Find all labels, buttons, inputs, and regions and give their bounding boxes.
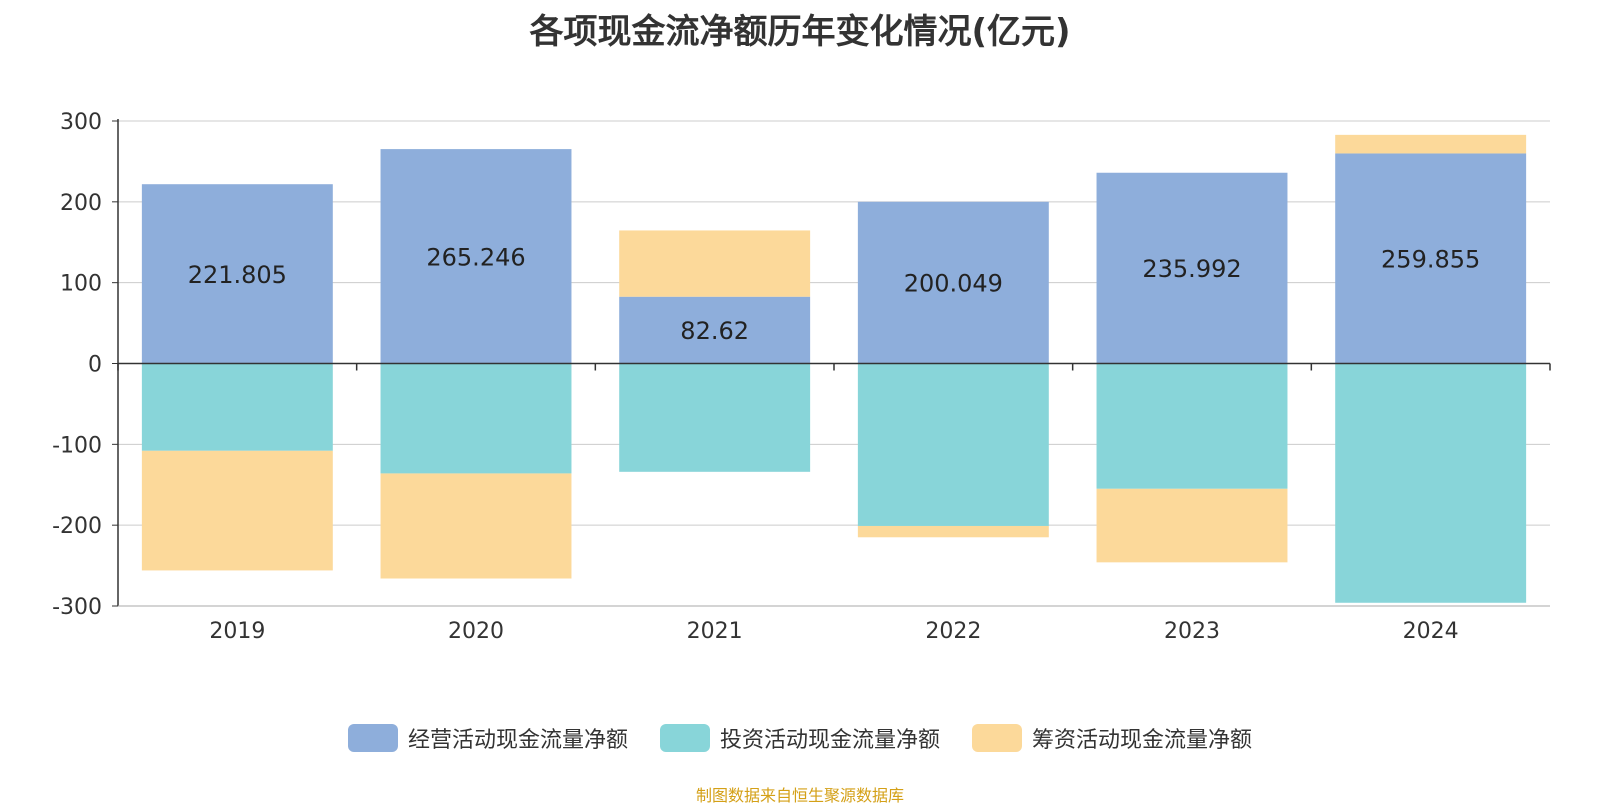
bar-2-2019	[141, 363, 333, 451]
bar-2-2024	[1335, 363, 1527, 603]
bar-3-2023	[1096, 488, 1288, 563]
y-tick-label: -100	[52, 433, 102, 458]
bar-1-2019	[141, 184, 333, 364]
y-tick-label: -300	[52, 595, 102, 620]
bar-3-2024	[1335, 134, 1527, 154]
bars	[141, 134, 1527, 603]
bar-value-label: 265.246	[426, 243, 525, 271]
bar-1-2021	[619, 296, 811, 364]
bar-1-2020	[380, 149, 572, 364]
bar-2-2020	[380, 363, 572, 474]
y-tick-label: 300	[60, 110, 102, 135]
legend-item-3[interactable]: 筹资活动现金流量净额	[972, 722, 1252, 754]
bar-3-2020	[380, 473, 572, 579]
bar-1-2023	[1096, 172, 1288, 364]
y-tick-label: -200	[52, 514, 102, 539]
x-tick-label: 2021	[687, 619, 743, 644]
bar-3-2019	[141, 450, 333, 571]
legend-swatch	[347, 724, 398, 752]
bar-3-2021	[619, 230, 811, 297]
y-tick-label: 100	[60, 272, 102, 297]
legend-label: 筹资活动现金流量净额	[1032, 728, 1253, 753]
x-tick-label: 2023	[1164, 619, 1220, 644]
bar-value-label: 259.855	[1381, 245, 1480, 273]
bar-2-2023	[1096, 363, 1288, 489]
x-tick-label: 2024	[1403, 619, 1459, 644]
bar-1-2024	[1335, 153, 1527, 364]
x-tick-label: 2019	[209, 619, 265, 644]
legend: 经营活动现金流量净额 投资活动现金流量净额 筹资活动现金流量净额	[0, 722, 1600, 754]
axes: 300 200 100 0 -100 -200 -300 2019 2020 2021 2022 20…	[52, 110, 1551, 644]
source-note: 制图数据来自恒生聚源数据库	[695, 786, 904, 805]
legend-label: 经营活动现金流量净额	[407, 728, 628, 753]
x-tick-label: 2022	[925, 619, 981, 644]
bar-value-label: 221.805	[188, 261, 287, 289]
legend-swatch	[659, 724, 710, 752]
bar-2-2022	[857, 363, 1049, 526]
y-tick-label: 200	[60, 191, 102, 216]
bar-value-label: 82.62	[680, 317, 749, 345]
chart-title: 各项现金流净额历年变化情况(亿元)	[529, 12, 1071, 52]
legend-label: 投资活动现金流量净额	[719, 728, 940, 753]
y-tick-label: 0	[88, 353, 102, 378]
bar-1-2022	[857, 201, 1049, 364]
bar-value-label: 235.992	[1142, 255, 1241, 283]
x-tick-label: 2020	[448, 619, 504, 644]
legend-item-1[interactable]: 经营活动现金流量净额	[347, 722, 628, 754]
bar-3-2022	[857, 525, 1049, 538]
bar-2-2021	[619, 363, 811, 472]
legend-swatch	[972, 724, 1022, 752]
data-labels: 221.805 265.246 82.62 200.049 235.992 259.855	[188, 243, 1481, 345]
bar-value-label: 200.049	[904, 270, 1003, 298]
legend-item-2[interactable]: 投资活动现金流量净额	[659, 722, 940, 754]
